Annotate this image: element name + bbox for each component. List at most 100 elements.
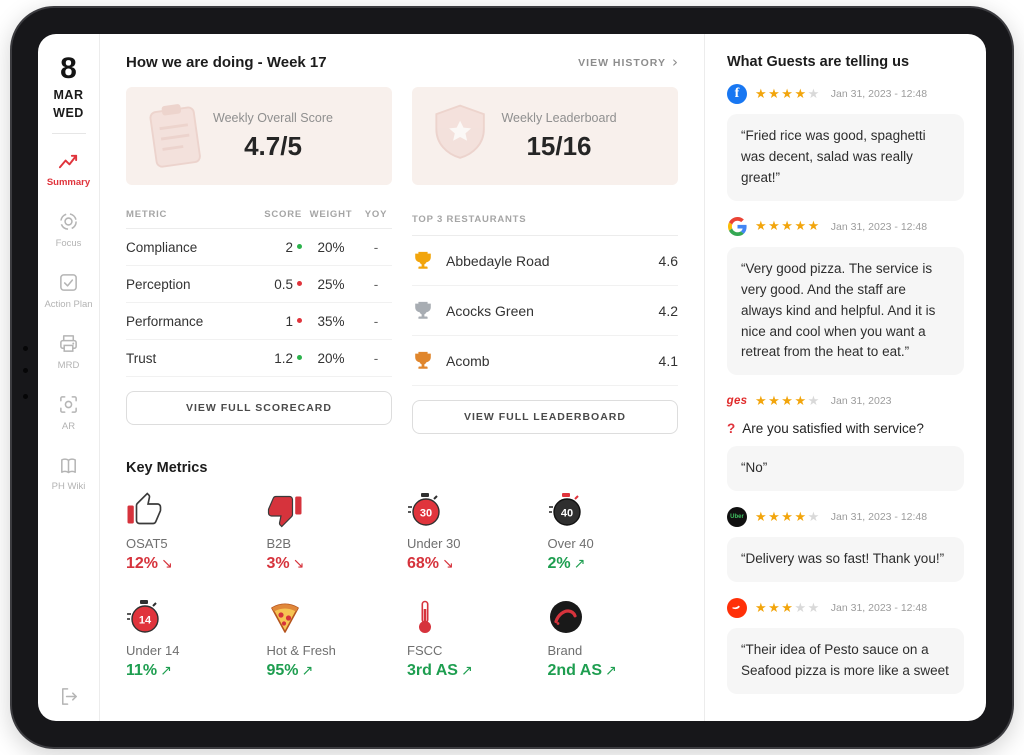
metric-name: Trust — [126, 350, 157, 366]
metric-label: Brand — [547, 643, 583, 658]
metric-score: 0.5 — [248, 277, 302, 292]
view-full-leaderboard-button[interactable]: VIEW FULL LEADERBOARD — [412, 400, 678, 434]
sidebar-item-ar[interactable]: AR — [38, 394, 99, 433]
list-item[interactable]: Acocks Green 4.2 — [412, 286, 678, 336]
tables-row: METRIC SCORE WEIGHT YOY Compliance 2 20%… — [126, 209, 678, 434]
chevron-right-icon: › — [672, 53, 678, 71]
status-dot — [297, 317, 302, 323]
view-full-scorecard-button[interactable]: VIEW FULL SCORECARD — [126, 391, 392, 425]
status-dot — [297, 280, 302, 286]
trend-arrow-icon: ↘ — [442, 556, 454, 572]
main-content: How we are doing - Week 17 VIEW HISTORY … — [100, 34, 704, 721]
metric-yoy: - — [373, 350, 379, 366]
restaurant-score: 4.2 — [658, 302, 678, 319]
star-rating: ★★★★★ — [755, 219, 821, 235]
sidebar-nav: Summary Focus Action Plan — [38, 150, 99, 493]
sidebar-item-summary[interactable]: Summary — [38, 150, 99, 189]
trend-arrow-icon: ↗ — [160, 663, 172, 679]
survey-question: ? Are you satisfied with service? — [727, 421, 964, 436]
key-metrics-title: Key Metrics — [126, 460, 208, 476]
restaurant-name: Acocks Green — [446, 302, 534, 319]
sidebar-item-mrd[interactable]: MRD — [38, 333, 99, 372]
review-header: ges ★★★★★ Jan 31, 2023 — [727, 391, 964, 411]
card-label: Weekly Leaderboard — [501, 110, 617, 125]
review-quote: “No” — [727, 446, 964, 492]
view-history-button[interactable]: VIEW HISTORY › — [578, 55, 678, 70]
review-header: ★★★★★ Jan 31, 2023 - 12:48 — [727, 217, 964, 237]
trend-arrow-icon: ↗ — [460, 663, 473, 679]
metric-weight: 20% — [317, 350, 345, 366]
metric-label: Under 14 — [126, 643, 180, 658]
review-quote: “Very good pizza. The service is very go… — [727, 246, 964, 376]
trend-arrow-icon: ↘ — [292, 556, 305, 572]
printer-icon — [58, 333, 80, 355]
app-screen: 8 MAR WED Summary — [38, 34, 986, 721]
trend-arrow-icon: ↘ — [161, 556, 173, 572]
metric-osat5: OSAT5 12% ↘ — [126, 492, 257, 573]
review-quote: “Delivery was so fast! Thank you!” — [727, 537, 964, 583]
metric-over-40: 40 Over 40 2% ↗ — [548, 492, 679, 573]
metric-value: 11% ↗ — [126, 662, 172, 679]
date-weekday: WED — [53, 106, 84, 120]
metric-label: B2B — [266, 536, 292, 551]
card-value: 15/16 — [526, 130, 592, 161]
review-quote: “Their idea of Pesto sauce on a Seafood … — [727, 628, 964, 695]
review-date: Jan 31, 2023 - 12:48 — [830, 220, 928, 233]
review-date: Jan 31, 2023 - 12:48 — [830, 511, 928, 524]
sidebar-item-label: AR — [61, 420, 76, 432]
metric-weight: 20% — [317, 239, 345, 255]
guests-panel: What Guests are telling us f ★★★★★ Jan 3… — [704, 34, 986, 721]
shield-decorative-icon — [424, 97, 500, 180]
list-item[interactable]: Abbedayle Road 4.6 — [412, 236, 678, 286]
clipboard-decorative-icon — [138, 97, 214, 180]
page-title: How we are doing - Week 17 — [126, 54, 327, 71]
sidebar-item-ph-wiki[interactable]: PH Wiki — [38, 454, 99, 493]
logout-icon — [58, 685, 80, 707]
metric-under-14: 14 Under 14 11% ↗ — [126, 599, 257, 680]
metric-brand: Brand 2nd AS ↗ — [548, 599, 679, 680]
trend-arrow-icon: ↗ — [605, 663, 617, 679]
sidebar-item-action-plan[interactable]: Action Plan — [38, 272, 99, 311]
metric-weight: 25% — [317, 276, 345, 292]
trophy-icon — [412, 250, 446, 272]
metric-value: 3rd AS ↗ — [407, 662, 473, 679]
weekly-leaderboard-card: Weekly Leaderboard 15/16 — [412, 87, 678, 185]
tablet-frame: 8 MAR WED Summary — [10, 6, 1014, 749]
stopwatch-14-icon: 14 — [126, 599, 162, 635]
sidebar-item-focus[interactable]: Focus — [38, 211, 99, 250]
date-month: MAR — [53, 88, 84, 102]
metric-yoy: - — [373, 313, 379, 329]
weekly-overall-score-card: Weekly Overall Score 4.7/5 — [126, 87, 392, 185]
table-row: Trust 1.2 20% - — [126, 340, 392, 377]
metric-score: 2 — [248, 240, 302, 255]
leaderboard-header-row: TOP 3 RESTAURANTS — [412, 209, 678, 236]
trend-arrow-icon: ↗ — [301, 663, 314, 679]
svg-text:40: 40 — [560, 508, 572, 520]
ges-logo-icon: ges — [726, 395, 748, 408]
stopwatch-30-icon: 30 — [407, 492, 443, 528]
metric-b2b: B2B 3% ↘ — [267, 492, 398, 573]
metric-score: 1 — [248, 314, 302, 329]
review-date: Jan 31, 2023 - 12:48 — [830, 602, 928, 615]
sidebar-item-label: MRD — [57, 359, 80, 371]
sidebar-item-label: Action Plan — [44, 298, 93, 310]
google-icon — [727, 217, 747, 237]
metric-weight: 35% — [317, 313, 345, 329]
review-date: Jan 31, 2023 — [830, 395, 892, 408]
bezel-button — [23, 346, 28, 351]
bezel-camera-dot — [23, 394, 28, 399]
view-history-label: VIEW HISTORY — [578, 56, 666, 69]
list-item[interactable]: Acomb 4.1 — [412, 336, 678, 386]
metric-score: 1.2 — [248, 351, 302, 366]
sidebar-item-label: PH Wiki — [51, 481, 86, 493]
trend-arrow-icon: ↗ — [573, 556, 586, 572]
logout-button[interactable] — [38, 685, 99, 707]
restaurant-name: Acomb — [446, 352, 490, 369]
metric-under-30: 30 Under 30 68% ↘ — [407, 492, 538, 573]
thumbs-up-icon — [126, 492, 162, 528]
metric-value: 95% ↗ — [266, 662, 314, 679]
question-text: Are you satisfied with service? — [742, 421, 924, 437]
metric-name: Performance — [126, 313, 204, 329]
review-header: Uber ★★★★★ Jan 31, 2023 - 12:48 — [727, 507, 964, 528]
doordash-icon — [727, 598, 747, 619]
